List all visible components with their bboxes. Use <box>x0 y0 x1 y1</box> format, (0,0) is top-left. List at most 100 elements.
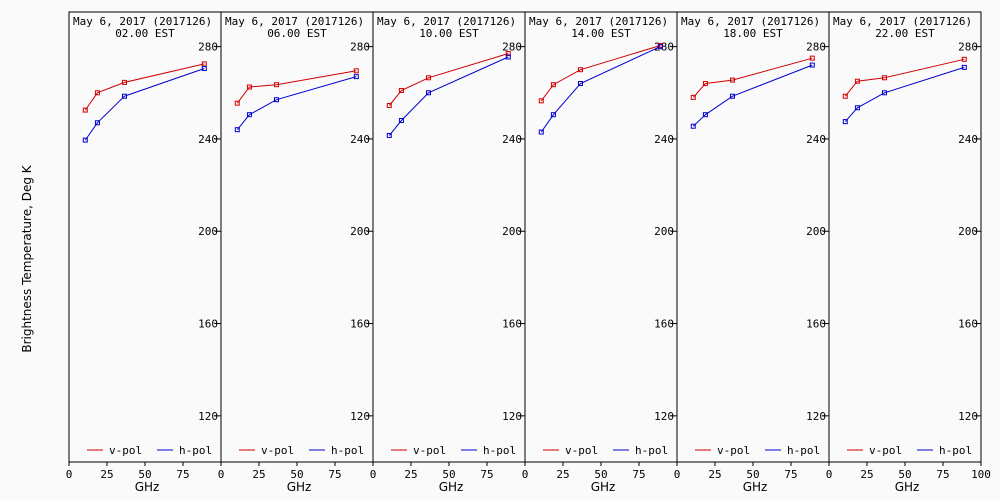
data-point-h-pol <box>246 112 252 118</box>
data-point-h-pol <box>94 120 100 126</box>
legend-label-h-pol: h-pol <box>483 444 516 457</box>
legend-label-h-pol: h-pol <box>939 444 972 457</box>
x-tick-label: 50 <box>898 468 911 481</box>
x-tick-label: 75 <box>176 468 189 481</box>
data-point-h-pol <box>121 93 127 99</box>
data-point-h-pol <box>353 74 359 80</box>
data-point-v-pol <box>234 100 240 106</box>
series-line-h-pol <box>540 46 661 133</box>
data-point-v-pol <box>121 79 127 85</box>
y-tick-label: 240 <box>502 133 522 146</box>
y-tick-label: 120 <box>958 410 978 423</box>
y-tick-label: 160 <box>350 318 370 331</box>
y-tick-label: 280 <box>350 41 370 54</box>
data-point-v-pol <box>94 90 100 96</box>
data-point-v-pol <box>881 75 887 81</box>
data-point-h-pol <box>425 90 431 96</box>
data-point-h-pol <box>702 112 708 118</box>
panel-subtitle: 18.00 EST <box>723 27 783 40</box>
series-line-h-pol <box>84 68 205 141</box>
data-point-v-pol <box>353 68 359 74</box>
panel-title: May 6, 2017 (2017126) <box>73 15 212 28</box>
y-tick-label: 200 <box>654 225 674 238</box>
data-point-h-pol <box>729 93 735 99</box>
y-tick-label: 160 <box>654 318 674 331</box>
series-line-h-pol <box>844 66 965 122</box>
data-point-h-pol <box>398 117 404 123</box>
data-point-v-pol <box>82 107 88 113</box>
legend-label-h-pol: h-pol <box>635 444 668 457</box>
y-tick-label: 200 <box>806 225 826 238</box>
panel-1: May 6, 2017 (2017126)02.00 EST 120 160 200 2… <box>66 11 222 494</box>
panel-subtitle: 06.00 EST <box>267 27 327 40</box>
x-tick-label: 0 <box>826 468 833 481</box>
legend-label-v-pol: v-pol <box>109 444 142 457</box>
x-tick-label: 0 <box>66 468 73 481</box>
data-point-h-pol <box>201 66 207 72</box>
series-line-h-pol <box>692 64 813 127</box>
data-point-v-pol <box>505 51 511 57</box>
legend-label-h-pol: h-pol <box>331 444 364 457</box>
data-point-h-pol <box>881 90 887 96</box>
y-tick-label: 240 <box>654 133 674 146</box>
y-tick-label: 240 <box>958 133 978 146</box>
x-tick-label: 0 <box>674 468 681 481</box>
legend-label-v-pol: v-pol <box>413 444 446 457</box>
panel-title: May 6, 2017 (2017126) <box>681 15 820 28</box>
panel-title: May 6, 2017 (2017126) <box>225 15 364 28</box>
data-point-v-pol <box>729 77 735 83</box>
x-tick-label: 0 <box>522 468 529 481</box>
y-tick-label: 120 <box>350 410 370 423</box>
y-tick-label: 200 <box>502 225 522 238</box>
x-tick-label: 75 <box>328 468 341 481</box>
panel-4: May 6, 2017 (2017126)14.00 EST 120 160 200 2… <box>522 11 678 494</box>
data-point-h-pol <box>234 127 240 133</box>
data-point-v-pol <box>809 55 815 61</box>
x-tick-label: 50 <box>442 468 455 481</box>
data-point-v-pol <box>690 94 696 100</box>
y-tick-label: 120 <box>502 410 522 423</box>
legend-label-v-pol: v-pol <box>565 444 598 457</box>
x-tick-label: 50 <box>290 468 303 481</box>
y-axis-label: Brightness Temperature, Deg K <box>20 164 34 352</box>
data-point-h-pol <box>273 97 279 103</box>
data-point-v-pol <box>386 102 392 108</box>
panel-3: May 6, 2017 (2017126)10.00 EST 120 160 200 2… <box>370 11 526 494</box>
data-point-h-pol <box>82 137 88 143</box>
y-tick-label: 280 <box>198 41 218 54</box>
x-tick-label: 25 <box>404 468 417 481</box>
series-line-v-pol <box>84 63 205 111</box>
y-tick-label: 200 <box>958 225 978 238</box>
x-tick-label: 75 <box>936 468 949 481</box>
x-tick-label: 25 <box>100 468 113 481</box>
series-line-h-pol <box>388 56 509 136</box>
data-point-h-pol <box>538 129 544 135</box>
x-tick-label: 25 <box>860 468 873 481</box>
data-point-v-pol <box>398 87 404 93</box>
series-line-v-pol <box>388 53 509 106</box>
y-tick-label: 160 <box>806 318 826 331</box>
x-tick-label: 0 <box>370 468 377 481</box>
y-tick-label: 200 <box>350 225 370 238</box>
x-tick-label: 25 <box>708 468 721 481</box>
legend-label-h-pol: h-pol <box>787 444 820 457</box>
data-point-h-pol <box>690 123 696 129</box>
y-tick-label: 240 <box>198 133 218 146</box>
data-point-v-pol <box>854 78 860 84</box>
panel-title: May 6, 2017 (2017126) <box>833 15 972 28</box>
data-point-v-pol <box>961 56 967 62</box>
data-point-v-pol <box>246 84 252 90</box>
legend-label-h-pol: h-pol <box>179 444 212 457</box>
y-tick-label: 280 <box>806 41 826 54</box>
y-tick-label: 240 <box>806 133 826 146</box>
x-tick-label: 100 <box>971 468 991 481</box>
y-tick-label: 280 <box>958 41 978 54</box>
series-line-v-pol <box>540 45 661 102</box>
series-line-v-pol <box>692 57 813 98</box>
y-tick-label: 280 <box>502 41 522 54</box>
x-tick-label: 50 <box>138 468 151 481</box>
data-point-v-pol <box>425 75 431 81</box>
data-point-h-pol <box>550 112 556 118</box>
y-tick-label: 120 <box>806 410 826 423</box>
x-tick-label: 75 <box>632 468 645 481</box>
